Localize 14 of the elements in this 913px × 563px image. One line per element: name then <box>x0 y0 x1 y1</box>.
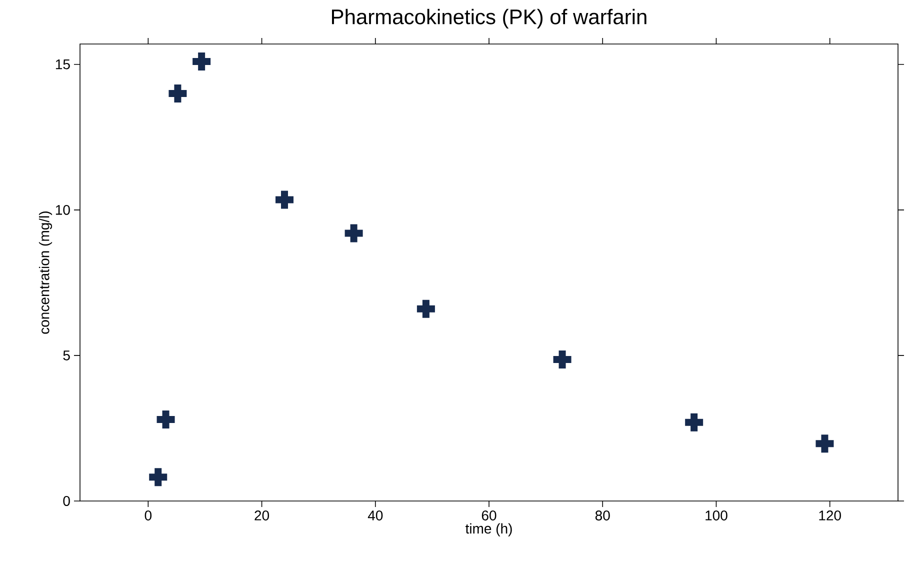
x-tick-label: 20 <box>254 510 270 520</box>
x-tick-label: 80 <box>595 510 610 520</box>
x-tick-label: 120 <box>819 510 841 520</box>
x-tick-label: 60 <box>482 510 496 520</box>
chart-title: Pharmacokinetics (PK) of warfarin <box>332 8 646 28</box>
y-tick-label: 10 <box>56 204 70 215</box>
x-axis-title: time (h) <box>466 523 512 536</box>
y-tick-label: 5 <box>63 350 70 360</box>
x-tick-label: 40 <box>368 510 383 520</box>
y-tick-label: 0 <box>63 496 70 506</box>
x-tick-label: 0 <box>144 510 152 520</box>
y-axis-title: concentration (mg/l) <box>38 212 52 334</box>
y-tick-label: 15 <box>56 59 70 70</box>
x-tick-label: 100 <box>706 510 728 520</box>
